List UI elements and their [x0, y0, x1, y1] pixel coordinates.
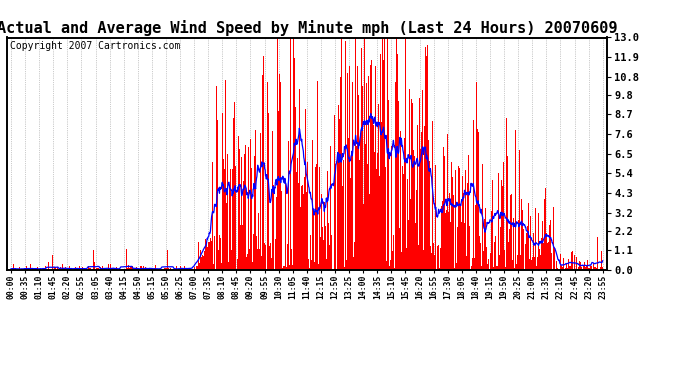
Title: Actual and Average Wind Speed by Minute mph (Last 24 Hours) 20070609: Actual and Average Wind Speed by Minute …	[0, 20, 618, 36]
Text: Copyright 2007 Cartronics.com: Copyright 2007 Cartronics.com	[10, 41, 180, 51]
